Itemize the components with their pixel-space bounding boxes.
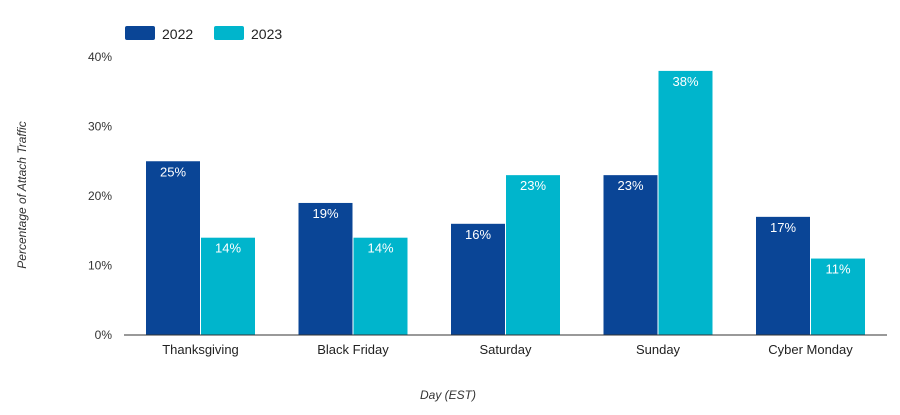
legend-swatch-2022: [125, 26, 155, 40]
data-label: 16%: [465, 227, 491, 242]
bar-2023-saturday: [506, 175, 560, 335]
bars: [146, 70, 865, 336]
x-axis-categories: Thanksgiving Black Friday Saturday Sunday Cy…: [162, 342, 853, 357]
y-tick-label: 10%: [88, 259, 112, 273]
data-label: 14%: [215, 241, 241, 256]
x-category-label: Thanksgiving: [162, 342, 239, 357]
data-label: 14%: [367, 241, 393, 256]
legend-label-2022: 2022: [162, 26, 193, 42]
data-labels: 25% 14% 19% 14% 16% 23% 23% 38% 17% 11%: [160, 74, 851, 277]
y-axis-title: Percentage of Attach Traffic: [15, 121, 29, 268]
y-tick-label: 30%: [88, 120, 112, 134]
y-axis-ticks: 0% 10% 20% 30% 40%: [88, 50, 112, 342]
bar-2022-black-friday: [298, 202, 353, 335]
bar-2023-cyber-monday: [811, 258, 865, 335]
legend-swatch-2023: [214, 26, 244, 40]
bar-2022-saturday: [451, 223, 505, 335]
x-axis-title: Day (EST): [420, 388, 476, 402]
data-label: 23%: [617, 178, 643, 193]
data-label: 19%: [312, 206, 338, 221]
bar-2022-sunday: [603, 175, 658, 335]
bar-2023-sunday: [658, 70, 713, 336]
y-tick-label: 40%: [88, 50, 112, 64]
bar-2022-thanksgiving: [146, 161, 200, 335]
bar-2023-thanksgiving: [201, 237, 255, 335]
data-label: 11%: [825, 262, 850, 277]
x-category-label: Black Friday: [317, 342, 389, 357]
legend-label-2023: 2023: [251, 26, 282, 42]
legend: 2022 2023: [125, 26, 282, 42]
data-label: 38%: [672, 74, 698, 89]
bar-2022-cyber-monday: [756, 216, 810, 335]
y-tick-label: 20%: [88, 189, 112, 203]
x-category-label: Sunday: [636, 342, 681, 357]
data-label: 23%: [520, 178, 546, 193]
data-label: 25%: [160, 164, 186, 179]
data-label: 17%: [770, 220, 796, 235]
x-category-label: Saturday: [479, 342, 532, 357]
x-category-label: Cyber Monday: [768, 342, 853, 357]
y-tick-label: 0%: [95, 328, 113, 342]
bar-2023-black-friday: [353, 237, 408, 335]
